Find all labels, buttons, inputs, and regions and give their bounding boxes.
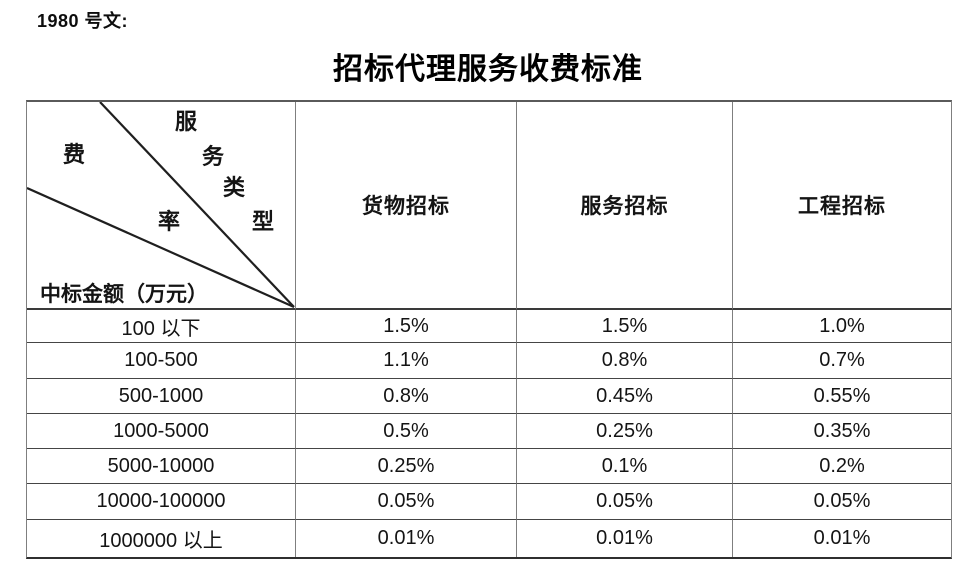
fee-cell: 0.55% [733, 379, 951, 414]
fee-cell: 1.0% [733, 310, 951, 343]
fee-cell: 0.2% [733, 449, 951, 484]
row-label: 100-500 [27, 343, 296, 379]
fee-cell: 0.05% [296, 484, 517, 520]
page-title: 招标代理服务收费标准 [333, 53, 643, 86]
fee-rate-char: 费 [62, 142, 85, 167]
fee-cell: 0.5% [296, 414, 517, 449]
fee-cell: 0.01% [813, 527, 871, 549]
fee-cell: 0.35% [733, 414, 951, 449]
corner-header-cell: 服 务 类 型 费 率 中标金额（万元） [27, 102, 296, 310]
fee-cell: 0.45% [517, 379, 733, 414]
row-label: 1000000 以上 [27, 520, 296, 557]
row-label: 5000-10000 [27, 449, 296, 484]
fee-cell: 1.5% [517, 310, 733, 343]
fee-cell: 0.25% [296, 449, 517, 484]
fee-cell: 0.05% [517, 484, 733, 520]
row-label: 10000-100000 [27, 484, 296, 520]
doc-number: 1980 号文: [37, 11, 129, 31]
fee-cell: 0.01% [517, 520, 733, 557]
fee-rate-char: 率 [157, 209, 180, 234]
fee-cell: 0.7% [733, 343, 951, 379]
column-header-goods: 货物招标 [296, 102, 517, 310]
service-type-char: 类 [222, 175, 245, 200]
fee-cell: 0.05% [733, 484, 951, 520]
fee-table: 服 务 类 型 费 率 中标金额（万元） 货物招标 服务招标 工程招标 100 … [26, 100, 952, 559]
fee-cell: 0.8% [517, 343, 733, 379]
row-label: 500-1000 [27, 379, 296, 414]
row-label: 1000-5000 [27, 414, 296, 449]
fee-cell: 0.1% [517, 449, 733, 484]
fee-cell: 0.8% [296, 379, 517, 414]
service-type-char: 务 [201, 144, 224, 169]
row-label: 100 以下 [27, 310, 296, 343]
service-type-char: 型 [251, 209, 274, 234]
column-header-engineering: 工程招标 [733, 102, 951, 310]
fee-cell: 0.25% [517, 414, 733, 449]
diagonal-divider-lines [27, 102, 295, 308]
service-type-char: 服 [174, 109, 197, 134]
fee-cell: 1.5% [296, 310, 517, 343]
fee-cell: 0.01% [296, 520, 517, 557]
column-header-services: 服务招标 [517, 102, 733, 310]
fee-cell: 1.1% [296, 343, 517, 379]
amount-column-label: 中标金额（万元） [40, 282, 208, 306]
